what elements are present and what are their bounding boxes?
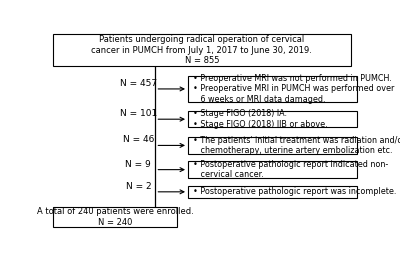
FancyBboxPatch shape xyxy=(188,76,357,102)
Text: N = 457: N = 457 xyxy=(120,79,157,88)
FancyBboxPatch shape xyxy=(188,137,357,154)
FancyBboxPatch shape xyxy=(188,111,357,128)
Text: • Preoperative MRI was not performed in PUMCH.
• Preoperative MRI in PUMCH was p: • Preoperative MRI was not performed in … xyxy=(193,74,394,104)
Text: • The patients' initial treatment was radiation and/or
   chemotherapy, uterine : • The patients' initial treatment was ra… xyxy=(193,136,400,155)
Text: N = 9: N = 9 xyxy=(126,160,151,169)
Text: N = 2: N = 2 xyxy=(126,182,151,191)
Text: • Postoperative pathologic report was incomplete.: • Postoperative pathologic report was in… xyxy=(193,187,396,196)
Text: A total of 240 patients were enrolled.
N = 240: A total of 240 patients were enrolled. N… xyxy=(37,207,194,227)
Text: N = 101: N = 101 xyxy=(120,109,157,118)
FancyBboxPatch shape xyxy=(53,35,351,66)
Text: Patients undergoing radical operation of cervical
cancer in PUMCH from July 1, 2: Patients undergoing radical operation of… xyxy=(92,35,312,65)
Text: • Postoperative pathologic report indicated non-
   cervical cancer.: • Postoperative pathologic report indica… xyxy=(193,160,388,179)
FancyBboxPatch shape xyxy=(188,161,357,178)
Text: N = 46: N = 46 xyxy=(123,135,154,144)
FancyBboxPatch shape xyxy=(53,207,177,227)
Text: • Stage FIGO (2018) IA.
• Stage FIGO (2018) IIB or above.: • Stage FIGO (2018) IA. • Stage FIGO (20… xyxy=(193,110,327,129)
FancyBboxPatch shape xyxy=(188,185,357,198)
